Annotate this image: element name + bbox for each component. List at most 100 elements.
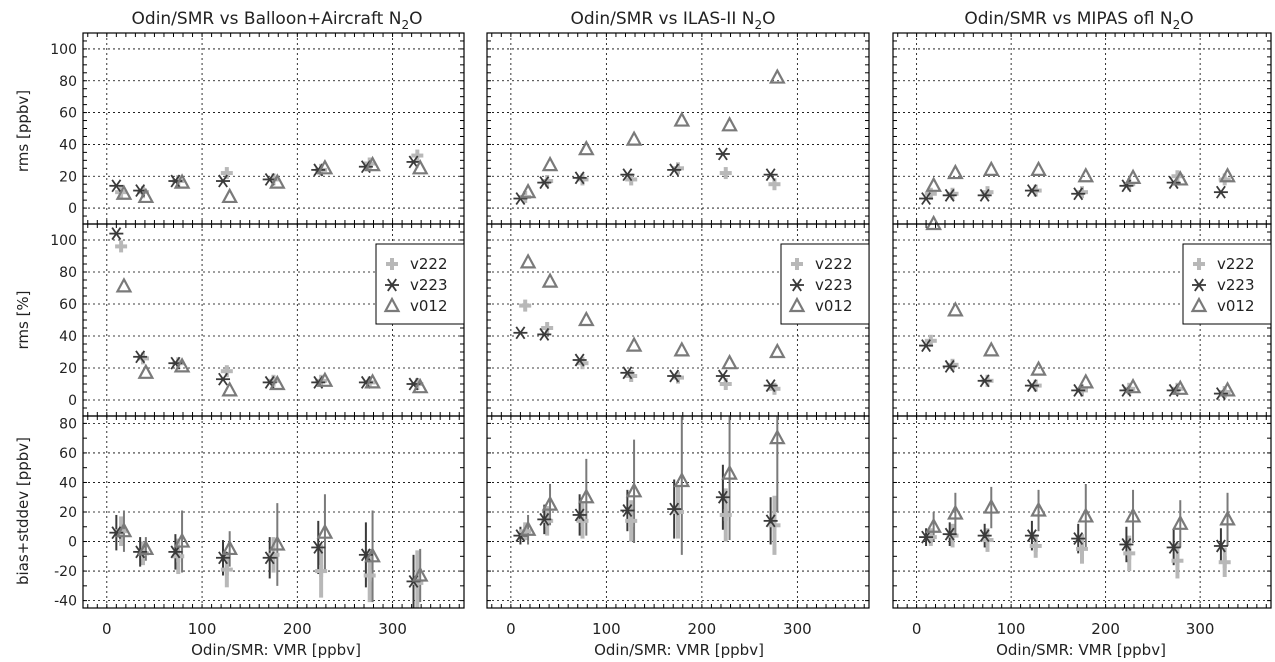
- y-tick-label: 80: [59, 416, 77, 432]
- marker-v223-c: [313, 375, 324, 389]
- point-v012: [1219, 510, 1236, 526]
- marker-v012: [316, 523, 334, 539]
- marker-v012: [316, 158, 334, 175]
- point-v012: [411, 158, 429, 175]
- marker-v223-c: [622, 504, 633, 517]
- point-v012: [577, 487, 595, 504]
- marker-v223-c: [669, 163, 680, 177]
- y-tick-label: 0: [68, 393, 77, 409]
- marker-v223-c: [408, 377, 419, 391]
- y-tick-label: 40: [59, 475, 77, 491]
- point-v012: [1030, 160, 1047, 176]
- point-v012: [268, 535, 286, 551]
- marker-v223-c: [765, 379, 776, 393]
- point-v223: [919, 530, 934, 544]
- x-tick-label: 300: [1186, 620, 1215, 638]
- y-tick-label: 20: [59, 505, 77, 521]
- marker-v012: [768, 428, 786, 445]
- y-tick-label: 40: [59, 137, 77, 153]
- y-tick-label: 60: [59, 297, 77, 313]
- marker-v012: [1077, 507, 1095, 523]
- marker-v012: [519, 253, 537, 269]
- point-v222: [220, 563, 233, 576]
- point-v012: [1124, 168, 1142, 184]
- marker-v012: [364, 546, 381, 563]
- y-tick-label: 60: [59, 446, 77, 462]
- marker-v012: [1171, 514, 1189, 530]
- point-v012: [364, 546, 381, 563]
- legend-label-v012: v012: [815, 297, 853, 315]
- point-v223: [667, 163, 682, 177]
- point-v012: [519, 182, 537, 199]
- point-v223: [763, 379, 778, 393]
- marker-v012: [1030, 360, 1047, 376]
- marker-v223-c: [1168, 540, 1179, 554]
- point-v012: [173, 357, 191, 373]
- chart-2-panel-1: [486, 32, 870, 225]
- point-v223: [1119, 538, 1134, 551]
- marker-v223-c: [717, 147, 728, 161]
- point-v223: [919, 339, 934, 353]
- point-v223: [1024, 184, 1039, 198]
- chart-3-panel-3: 0 100 200 300: [892, 415, 1272, 638]
- point-v223: [537, 327, 552, 341]
- point-v012: [625, 336, 643, 352]
- marker-v012: [625, 336, 643, 352]
- point-v012: [625, 130, 643, 146]
- point-v012: [947, 504, 964, 520]
- marker-v012: [925, 517, 942, 533]
- point-v012: [268, 374, 286, 391]
- marker-v012: [925, 214, 942, 231]
- marker-v012: [577, 487, 595, 504]
- chart-title-1: Odin/SMR vs Balloon+Aircraft N2O: [132, 9, 423, 32]
- point-v223: [168, 545, 183, 559]
- point-v012: [1171, 379, 1189, 395]
- panel-frame: [486, 415, 870, 609]
- marker-v223-c: [1026, 184, 1037, 198]
- legend-marker-v012: [383, 296, 401, 313]
- chart-2-panel-2: v222 v223 v012: [486, 223, 870, 417]
- marker-v223-c: [717, 369, 728, 383]
- point-v223: [620, 366, 635, 380]
- x-tick-label: 0: [912, 620, 922, 638]
- marker-v223-c: [1073, 532, 1084, 546]
- point-v012: [411, 377, 429, 394]
- point-v223: [572, 171, 587, 185]
- point-v012: [1219, 166, 1236, 183]
- marker-v223-c: [1215, 185, 1226, 199]
- marker-v223-c: [979, 374, 990, 388]
- legend: v222 v223 v012: [375, 243, 465, 325]
- marker-v223-c: [408, 155, 419, 169]
- chart-1-panel-3: -40 -20 0 20 40 60 80 0 100 200 300: [54, 415, 465, 638]
- marker-v012: [925, 176, 942, 192]
- marker-v223-c: [1026, 529, 1037, 543]
- point-v223: [1071, 187, 1086, 201]
- legend-label-v223: v223: [1217, 276, 1255, 294]
- chart-2-panel-3: 0 100 200 300: [486, 415, 870, 638]
- marker-v012: [268, 173, 286, 189]
- marker-v012: [947, 301, 964, 317]
- marker-v223-c: [669, 502, 680, 516]
- legend-marker-v012: [788, 296, 806, 313]
- point-v012: [1171, 514, 1189, 530]
- ylabel-bias: bias+stddev [ppbv]: [14, 437, 32, 585]
- legend-label-v223: v223: [410, 276, 448, 294]
- y-tick-label: 80: [59, 265, 77, 281]
- marker-v223-c: [1168, 383, 1179, 397]
- panel-frame: [82, 415, 465, 609]
- point-v223: [977, 188, 992, 202]
- y-tick-label: 0: [68, 201, 77, 217]
- point-v223: [977, 529, 992, 543]
- marker-v012: [1124, 168, 1142, 184]
- legend: v222 v223 v012: [780, 243, 870, 325]
- chart-1-panel-2: 0 20 40 60 80 100 v222 v223 v012: [50, 223, 465, 417]
- legend-label-v012: v012: [410, 297, 448, 315]
- point-v012: [541, 272, 559, 288]
- title-subscript: 2: [1173, 18, 1181, 32]
- point-v223: [513, 326, 528, 340]
- x-tick-label: 300: [783, 620, 812, 638]
- point-v012: [316, 371, 334, 387]
- point-v012: [947, 163, 964, 180]
- point-v012: [221, 187, 239, 204]
- marker-v012: [519, 520, 537, 536]
